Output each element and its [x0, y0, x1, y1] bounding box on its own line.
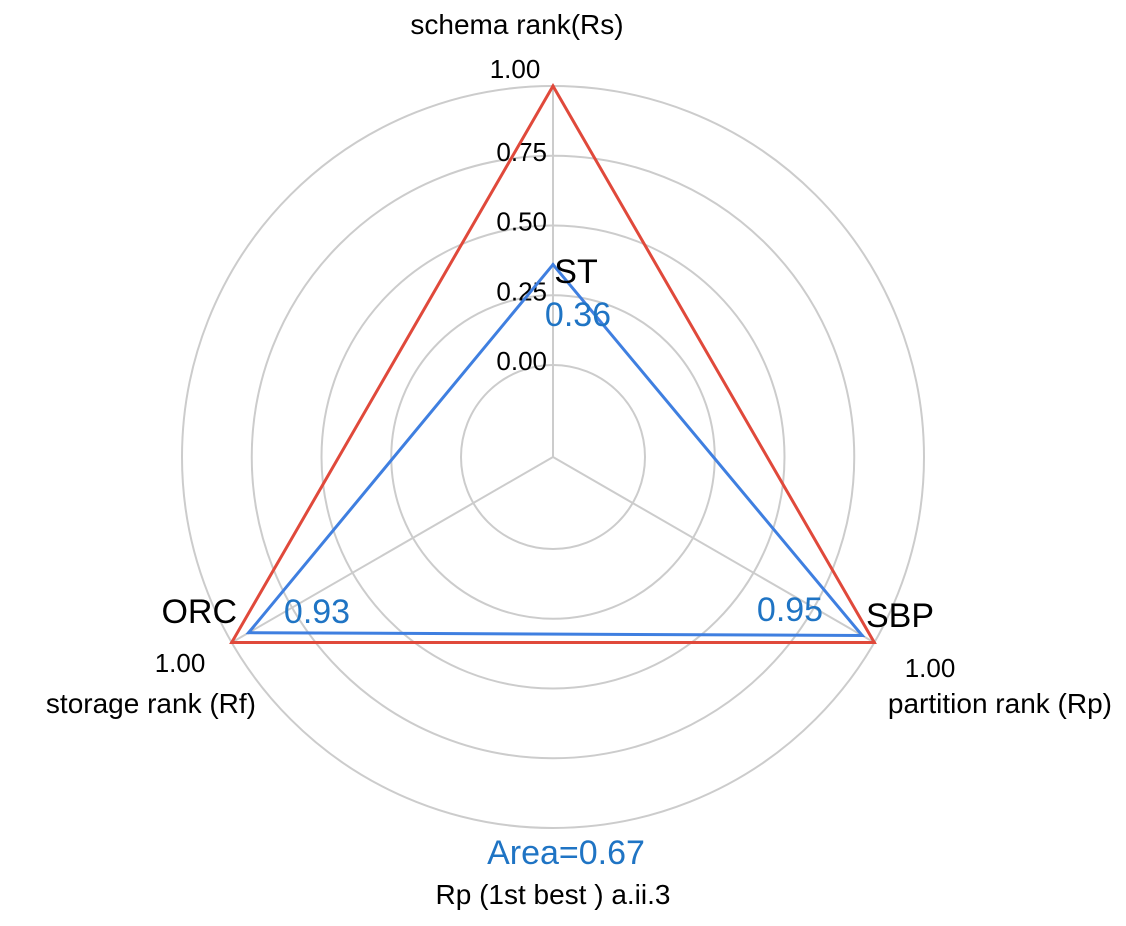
value-label-st: 0.36 — [545, 296, 611, 334]
series-0-point-1 — [872, 641, 876, 644]
radar-spokes — [231, 86, 875, 644]
series-1-point-2 — [247, 631, 251, 635]
tick-label-2: 0.50 — [496, 207, 547, 237]
axis-label-partition-rank: partition rank (Rp) — [888, 688, 1112, 719]
area-label: Area=0.67 — [487, 834, 645, 872]
axis-max-label-schema: 1.00 — [490, 54, 541, 84]
value-label-orc: 0.93 — [284, 593, 350, 631]
axis-max-label-storage: 1.00 — [155, 648, 206, 678]
spoke-2 — [231, 456, 554, 644]
series-0-point-2 — [230, 641, 234, 644]
axis-label-storage-rank: storage rank (Rf) — [46, 688, 256, 719]
chart-caption: Rp (1st best ) a.ii.3 — [436, 879, 671, 910]
vertex-name-st: ST — [554, 253, 597, 291]
radar-series — [229, 83, 877, 644]
spoke-1 — [552, 456, 875, 644]
axis-max-label-partition: 1.00 — [905, 653, 956, 683]
series-polygon-1 — [245, 262, 866, 638]
tick-label-0: 0.00 — [496, 346, 547, 376]
value-label-sbp: 0.95 — [757, 591, 823, 629]
axis-label-schema-rank: schema rank(Rs) — [410, 9, 623, 40]
series-polygon-0 — [229, 83, 877, 644]
vertex-name-orc: ORC — [161, 593, 237, 631]
vertex-name-sbp: SBP — [866, 597, 934, 635]
series-1-point-0 — [551, 263, 555, 267]
series-0-point-0 — [551, 84, 555, 88]
series-1-point-1 — [860, 634, 864, 637]
